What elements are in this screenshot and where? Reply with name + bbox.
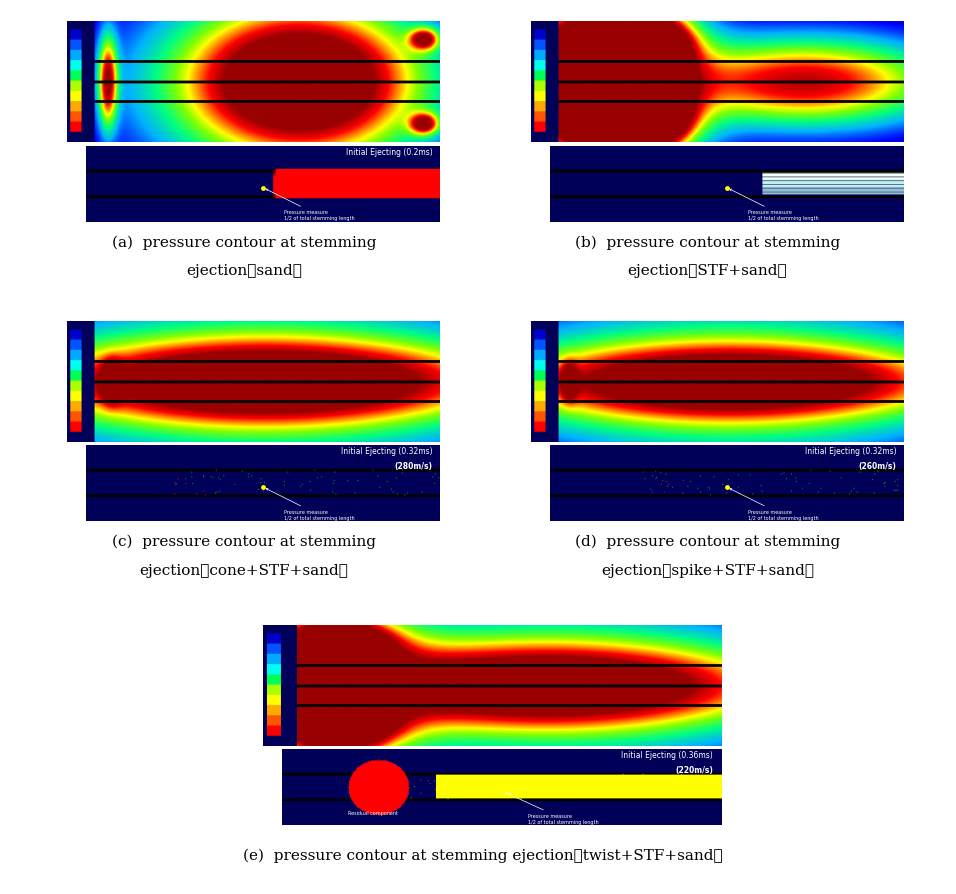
Text: (d)  pressure contour at stemming: (d) pressure contour at stemming — [575, 535, 840, 549]
Text: (260m/s): (260m/s) — [858, 462, 897, 471]
Text: (280m/s): (280m/s) — [395, 462, 433, 471]
Text: (220m/s): (220m/s) — [675, 766, 713, 775]
Text: Pressure measure
1/2 of total stemming length: Pressure measure 1/2 of total stemming l… — [729, 190, 818, 221]
Text: ejection（spike+STF+sand）: ejection（spike+STF+sand） — [601, 564, 814, 578]
Text: Pressure measure
1/2 of total stemming length: Pressure measure 1/2 of total stemming l… — [266, 190, 355, 221]
Text: Pressure measure
1/2 of total stemming length: Pressure measure 1/2 of total stemming l… — [505, 792, 598, 824]
Text: Initial Ejecting (0.32ms): Initial Ejecting (0.32ms) — [341, 448, 433, 457]
Text: (e)  pressure contour at stemming ejection（twist+STF+sand）: (e) pressure contour at stemming ejectio… — [243, 848, 723, 864]
Text: Pressure measure
1/2 of total stemming length: Pressure measure 1/2 of total stemming l… — [729, 489, 818, 520]
Text: ejection（sand）: ejection（sand） — [185, 264, 302, 278]
Text: (b)  pressure contour at stemming: (b) pressure contour at stemming — [575, 235, 840, 249]
Text: Residual component: Residual component — [348, 811, 398, 816]
Text: ejection（STF+sand）: ejection（STF+sand） — [628, 264, 787, 278]
Text: (a)  pressure contour at stemming: (a) pressure contour at stemming — [112, 235, 376, 249]
Text: ejection（cone+STF+sand）: ejection（cone+STF+sand） — [140, 564, 348, 578]
Text: (c)  pressure contour at stemming: (c) pressure contour at stemming — [112, 535, 376, 549]
Text: Initial Ejecting (0.32ms): Initial Ejecting (0.32ms) — [805, 448, 897, 457]
Text: Initial Ejecting (0.36ms): Initial Ejecting (0.36ms) — [621, 752, 713, 761]
Text: Initial Ejecting (0.2ms): Initial Ejecting (0.2ms) — [346, 148, 433, 157]
Text: Pressure measure
1/2 of total stemming length: Pressure measure 1/2 of total stemming l… — [266, 489, 355, 520]
